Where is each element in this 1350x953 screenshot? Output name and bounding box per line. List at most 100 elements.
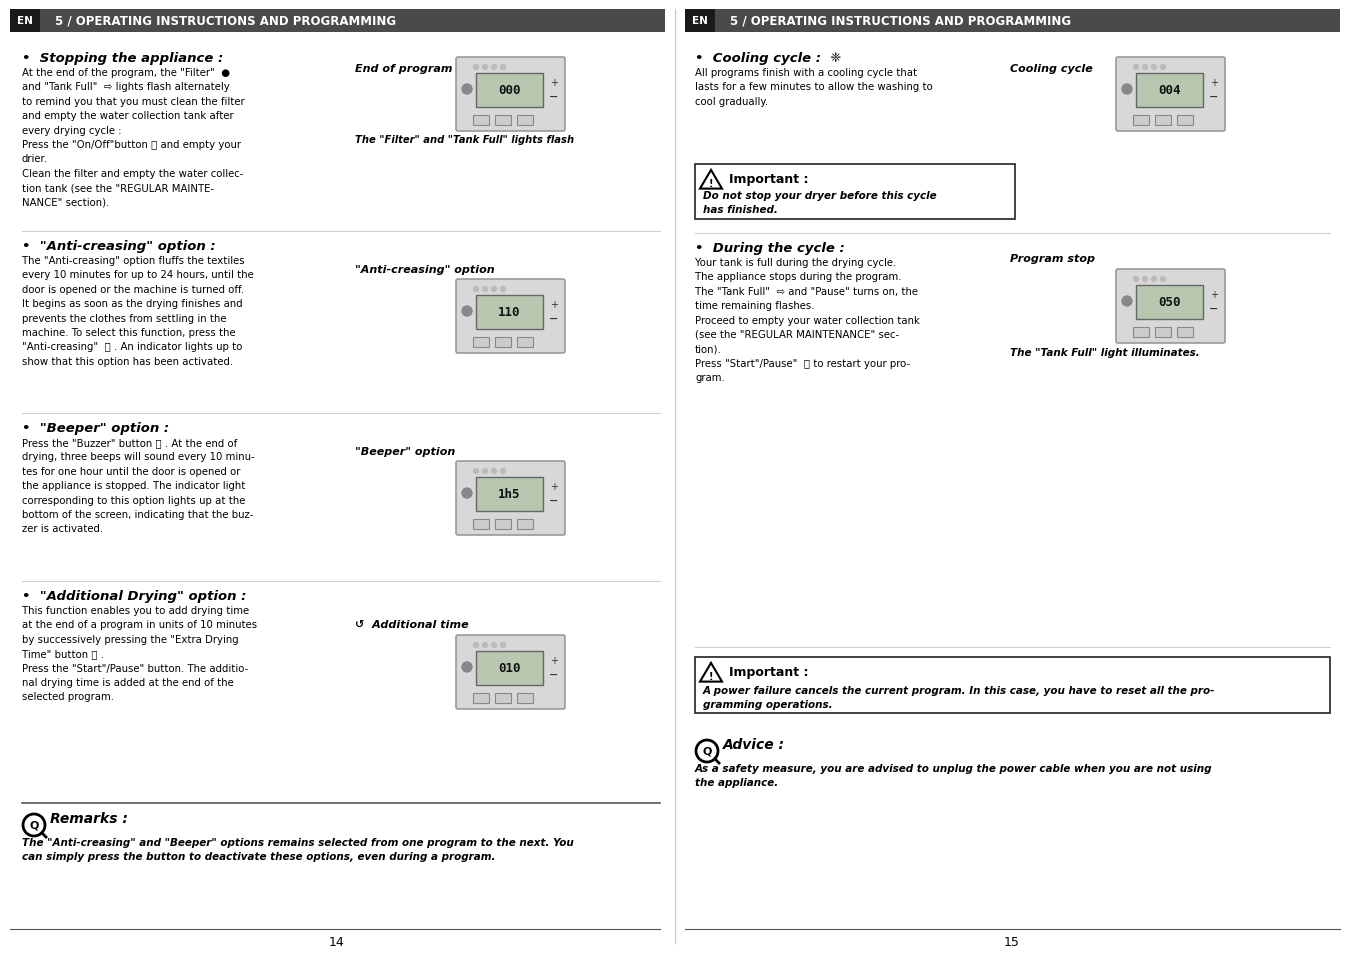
Bar xyxy=(684,10,716,33)
Circle shape xyxy=(474,287,478,293)
Bar xyxy=(695,658,1330,713)
FancyBboxPatch shape xyxy=(1116,58,1224,132)
Text: The "Anti-creasing" option fluffs the textiles
every 10 minutes for up to 24 hou: The "Anti-creasing" option fluffs the te… xyxy=(22,255,254,366)
FancyBboxPatch shape xyxy=(456,636,566,709)
Text: Do not stop your dryer before this cycle
has finished.: Do not stop your dryer before this cycle… xyxy=(703,191,937,214)
Text: −: − xyxy=(549,496,559,505)
Text: A power failure cancels the current program. In this case, you have to reset all: A power failure cancels the current prog… xyxy=(703,685,1215,709)
Circle shape xyxy=(1134,277,1138,282)
Bar xyxy=(477,74,543,108)
Text: Important :: Important : xyxy=(729,665,809,679)
Text: 15: 15 xyxy=(1004,935,1021,948)
Text: 010: 010 xyxy=(498,661,521,675)
Text: −: − xyxy=(1210,304,1219,314)
Bar xyxy=(1177,116,1193,126)
Bar xyxy=(1177,328,1193,337)
Circle shape xyxy=(491,643,497,648)
Text: 1h5: 1h5 xyxy=(498,488,521,501)
Text: 050: 050 xyxy=(1158,296,1181,309)
FancyBboxPatch shape xyxy=(456,280,566,354)
Text: The "Filter" and "Tank Full" lights flash: The "Filter" and "Tank Full" lights flas… xyxy=(355,135,574,145)
Circle shape xyxy=(482,643,487,648)
Bar xyxy=(495,116,512,126)
Bar xyxy=(517,519,533,530)
Text: EN: EN xyxy=(693,16,707,27)
Text: •  "Beeper" option :: • "Beeper" option : xyxy=(22,421,169,435)
FancyBboxPatch shape xyxy=(456,461,566,536)
Circle shape xyxy=(501,66,505,71)
Text: !: ! xyxy=(709,672,713,681)
Text: 110: 110 xyxy=(498,306,521,319)
Circle shape xyxy=(491,287,497,293)
Circle shape xyxy=(474,66,478,71)
Bar xyxy=(495,519,512,530)
Circle shape xyxy=(1142,277,1148,282)
Text: +: + xyxy=(1210,78,1218,88)
Text: Advice :: Advice : xyxy=(724,738,784,751)
Bar xyxy=(517,693,533,703)
Text: 5 / OPERATING INSTRUCTIONS AND PROGRAMMING: 5 / OPERATING INSTRUCTIONS AND PROGRAMMI… xyxy=(55,15,396,28)
Circle shape xyxy=(1152,66,1157,71)
Text: Q: Q xyxy=(30,821,39,830)
Bar xyxy=(477,651,543,685)
Text: Press the "Buzzer" button Ⓜ . At the end of
drying, three beeps will sound every: Press the "Buzzer" button Ⓜ . At the end… xyxy=(22,437,255,534)
Polygon shape xyxy=(701,171,722,190)
Text: End of program: End of program xyxy=(355,64,452,74)
Bar xyxy=(472,519,489,530)
Text: EN: EN xyxy=(18,16,32,27)
Bar xyxy=(472,116,489,126)
Bar xyxy=(1133,116,1149,126)
Text: All programs finish with a cooling cycle that
lasts for a few minutes to allow t: All programs finish with a cooling cycle… xyxy=(695,68,933,107)
Circle shape xyxy=(482,287,487,293)
Text: Important :: Important : xyxy=(729,172,809,186)
Bar xyxy=(1135,286,1203,319)
Bar xyxy=(684,10,1341,33)
Text: The "Anti-creasing" and "Beeper" options remains selected from one program to th: The "Anti-creasing" and "Beeper" options… xyxy=(22,837,574,862)
Circle shape xyxy=(23,814,45,836)
Bar xyxy=(1133,328,1149,337)
Bar xyxy=(495,337,512,348)
Text: Program stop: Program stop xyxy=(1010,253,1095,264)
Text: 000: 000 xyxy=(498,85,521,97)
Bar xyxy=(472,693,489,703)
Text: 004: 004 xyxy=(1158,85,1181,97)
Text: At the end of the program, the "Filter"  ●
and "Tank Full"  ⇨ lights flash alter: At the end of the program, the "Filter" … xyxy=(22,68,244,208)
Text: +: + xyxy=(549,299,558,310)
Circle shape xyxy=(1161,66,1165,71)
Text: 5 / OPERATING INSTRUCTIONS AND PROGRAMMING: 5 / OPERATING INSTRUCTIONS AND PROGRAMMI… xyxy=(730,15,1071,28)
Text: −: − xyxy=(549,669,559,679)
Text: As a safety measure, you are advised to unplug the power cable when you are not : As a safety measure, you are advised to … xyxy=(695,763,1212,787)
Circle shape xyxy=(482,469,487,474)
Text: −: − xyxy=(549,314,559,324)
Text: +: + xyxy=(549,481,558,492)
Text: −: − xyxy=(549,91,559,102)
Circle shape xyxy=(462,307,472,316)
FancyBboxPatch shape xyxy=(1116,270,1224,344)
Text: Remarks :: Remarks : xyxy=(50,811,128,825)
Circle shape xyxy=(501,643,505,648)
Bar xyxy=(695,165,1015,220)
Circle shape xyxy=(697,740,718,762)
Text: •  "Anti-creasing" option :: • "Anti-creasing" option : xyxy=(22,240,216,253)
Text: −: − xyxy=(1210,91,1219,102)
Bar xyxy=(9,10,40,33)
Text: This function enables you to add drying time
at the end of a program in units of: This function enables you to add drying … xyxy=(22,605,256,701)
Circle shape xyxy=(462,489,472,498)
Circle shape xyxy=(1142,66,1148,71)
Circle shape xyxy=(474,643,478,648)
Bar xyxy=(9,10,666,33)
Text: 14: 14 xyxy=(329,935,344,948)
Circle shape xyxy=(462,662,472,672)
Bar xyxy=(517,337,533,348)
Circle shape xyxy=(501,469,505,474)
Text: The "Tank Full" light illuminates.: The "Tank Full" light illuminates. xyxy=(1010,348,1200,357)
Bar xyxy=(472,337,489,348)
Bar xyxy=(477,477,543,512)
Bar xyxy=(517,116,533,126)
FancyBboxPatch shape xyxy=(456,58,566,132)
Circle shape xyxy=(1161,277,1165,282)
Text: Cooling cycle: Cooling cycle xyxy=(1010,64,1092,74)
Bar xyxy=(495,693,512,703)
Circle shape xyxy=(491,469,497,474)
Text: "Anti-creasing" option: "Anti-creasing" option xyxy=(355,265,494,274)
